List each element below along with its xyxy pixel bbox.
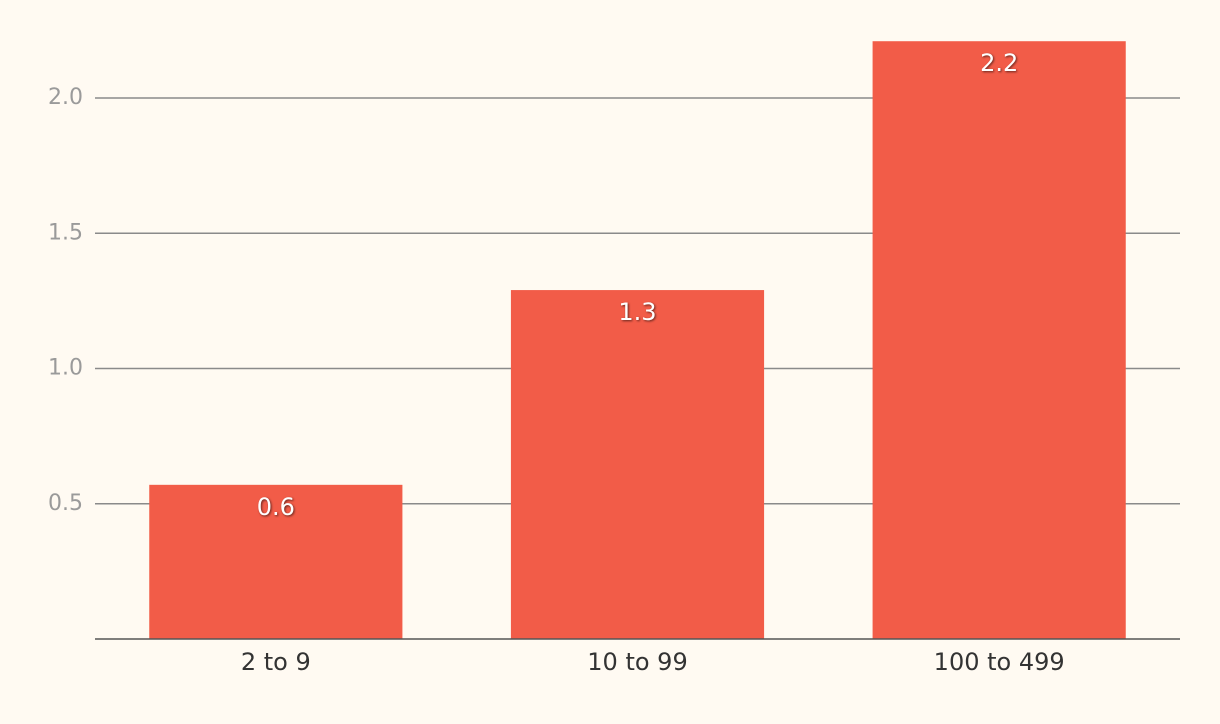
x-tick-label: 2 to 9 — [241, 648, 311, 676]
y-tick-label: 1.0 — [48, 356, 83, 381]
x-tick-label: 10 to 99 — [587, 648, 687, 676]
value-label: 0.6 — [257, 493, 295, 521]
bar — [872, 41, 1126, 640]
value-label: 1.3 — [618, 298, 656, 326]
bar — [510, 290, 765, 639]
y-tick-label: 1.5 — [48, 220, 83, 245]
x-tick-label: 100 to 499 — [934, 648, 1065, 676]
bar — [149, 484, 403, 639]
y-tick-label: 2.0 — [48, 85, 83, 110]
value-label: 2.2 — [980, 49, 1018, 77]
y-tick-label: 0.5 — [48, 491, 83, 516]
